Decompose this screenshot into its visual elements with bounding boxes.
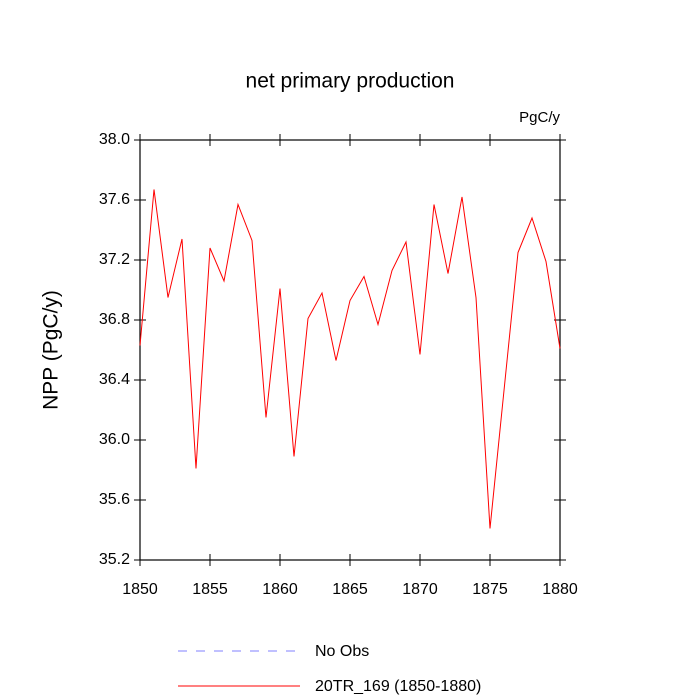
y-tick-label: 37.2 — [99, 251, 130, 268]
y-axis-label: NPP (PgC/y) — [40, 290, 63, 410]
x-tick-label: 1880 — [542, 581, 578, 598]
x-tick-label: 1860 — [262, 581, 298, 598]
legend-label: No Obs — [315, 643, 369, 660]
y-tick-label: 36.0 — [99, 431, 130, 448]
y-tick-label: 35.2 — [99, 551, 130, 568]
y-tick-label: 37.6 — [99, 191, 130, 208]
y-tick-label: 36.8 — [99, 311, 130, 328]
plot-frame — [139, 139, 561, 561]
chart-title: net primary production — [246, 70, 455, 93]
x-tick-label: 1875 — [472, 581, 508, 598]
y-tick-label: 35.6 — [99, 491, 130, 508]
x-tick-label: 1870 — [402, 581, 438, 598]
x-tick-label: 1855 — [192, 581, 228, 598]
y-tick-label: 38.0 — [99, 131, 130, 148]
x-tick-label: 1850 — [122, 581, 158, 598]
data-line — [139, 189, 561, 529]
units-label: PgC/y — [519, 109, 560, 126]
y-tick-label: 36.4 — [99, 371, 130, 388]
legend-label: 20TR_169 (1850-1880) — [315, 678, 481, 695]
x-tick-label: 1865 — [332, 581, 368, 598]
